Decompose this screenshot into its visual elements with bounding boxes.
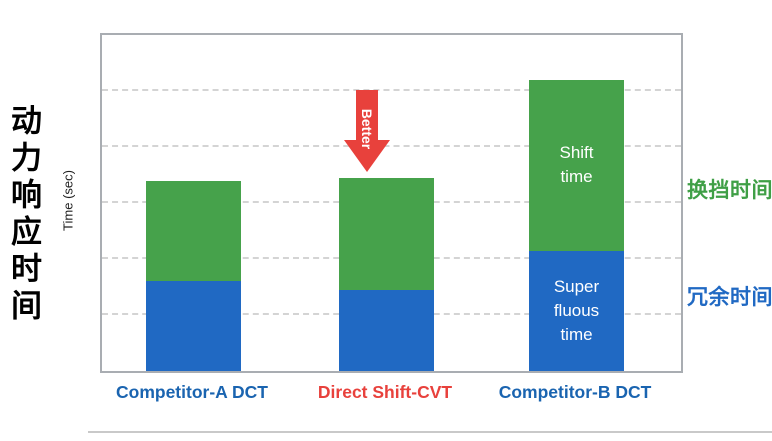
- gridline: [102, 145, 681, 147]
- superfluous-segment: [146, 281, 241, 371]
- better-arrow-shaft: [356, 90, 378, 140]
- category-label: Competitor-A DCT: [116, 382, 268, 402]
- legend-superfluous-time: 冗余时间: [687, 286, 772, 309]
- category-label: Direct Shift-CVT: [317, 382, 453, 402]
- better-arrow-head: [344, 140, 390, 172]
- chart-title-vertical: 动力响应时间: [6, 104, 41, 326]
- bar-group: [146, 35, 241, 371]
- superfluous-segment: Super fluous time: [529, 250, 624, 371]
- shift-segment: [146, 180, 241, 282]
- shift-time-label: Shift time: [559, 143, 594, 187]
- shift-segment: [339, 177, 434, 290]
- better-arrow: Better: [344, 90, 390, 172]
- bar-group: Shift time Super fluous time: [529, 35, 624, 371]
- plot-area: Shift time Super fluous time Better: [100, 33, 683, 373]
- bottom-divider: [88, 431, 772, 433]
- shift-segment: Shift time: [529, 79, 624, 251]
- y-axis-label: Time (sec): [60, 170, 76, 231]
- legend-shift-time: 换挡时间: [687, 179, 772, 202]
- better-label: Better: [359, 108, 375, 150]
- category-label: Competitor-B DCT: [498, 382, 652, 402]
- superfluous-segment: [339, 289, 434, 371]
- bar-group: [339, 35, 434, 371]
- superfluous-time-label: Super fluous time: [553, 277, 600, 344]
- gridline: [102, 89, 681, 91]
